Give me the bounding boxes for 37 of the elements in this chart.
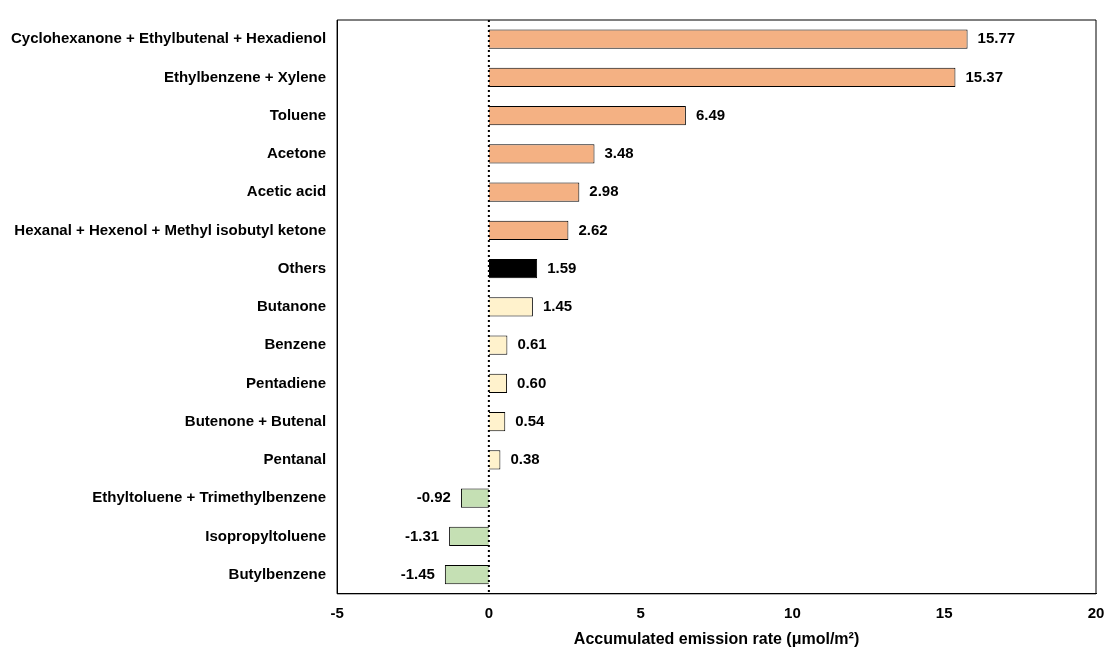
data-label: 6.49 [695, 105, 726, 123]
x-tick-label: -5 [330, 603, 344, 621]
x-axis-title: Accumulated emission rate (μmol/m²) [573, 629, 860, 647]
y-tick-label: Butenone + Butenal [184, 411, 327, 429]
data-label: 2.62 [578, 220, 608, 238]
y-tick-label: Acetone [266, 144, 327, 162]
y-tick-label: Toluene [269, 105, 327, 123]
y-tick-label: Ethyltoluene + Trimethylbenzene [92, 488, 327, 506]
y-tick-label: Ethylbenzene + Xylene [163, 67, 327, 85]
x-tick-label: 5 [636, 603, 645, 621]
data-label: -1.45 [400, 564, 435, 582]
y-tick-label: Acetic acid [246, 182, 327, 200]
y-tick-label: Butylbenzene [228, 564, 327, 582]
x-tick-label: 15 [935, 603, 953, 621]
data-label: 1.59 [547, 258, 577, 276]
y-tick-label: Isopropyltoluene [205, 526, 327, 544]
y-tick-label: Pentanal [263, 450, 327, 468]
data-label: 2.98 [589, 182, 619, 200]
data-label: 0.54 [515, 411, 546, 429]
data-label: 1.45 [542, 297, 573, 315]
y-tick-label: Butanone [256, 297, 327, 315]
x-tick-label: 10 [784, 603, 801, 621]
data-label: 15.77 [977, 29, 1016, 47]
y-tick-label: Pentadiene [246, 373, 327, 391]
x-tick-label: 20 [1087, 603, 1105, 621]
data-label: -0.92 [416, 488, 451, 506]
data-label: 0.61 [517, 335, 547, 353]
y-tick-label: Cyclohexanone + Ethylbutenal + Hexadienol [10, 29, 327, 47]
data-label: 0.38 [510, 450, 540, 468]
data-label: 15.37 [965, 67, 1003, 85]
y-tick-label: Benzene [264, 335, 327, 353]
data-label: -1.31 [404, 526, 440, 544]
y-tick-label: Others [277, 258, 327, 276]
y-tick-label: Hexanal + Hexenol + Methyl isobutyl ketone [14, 220, 327, 238]
x-tick-label: 0 [484, 603, 494, 621]
data-label: 3.48 [604, 144, 634, 162]
data-label: 0.60 [517, 373, 547, 391]
